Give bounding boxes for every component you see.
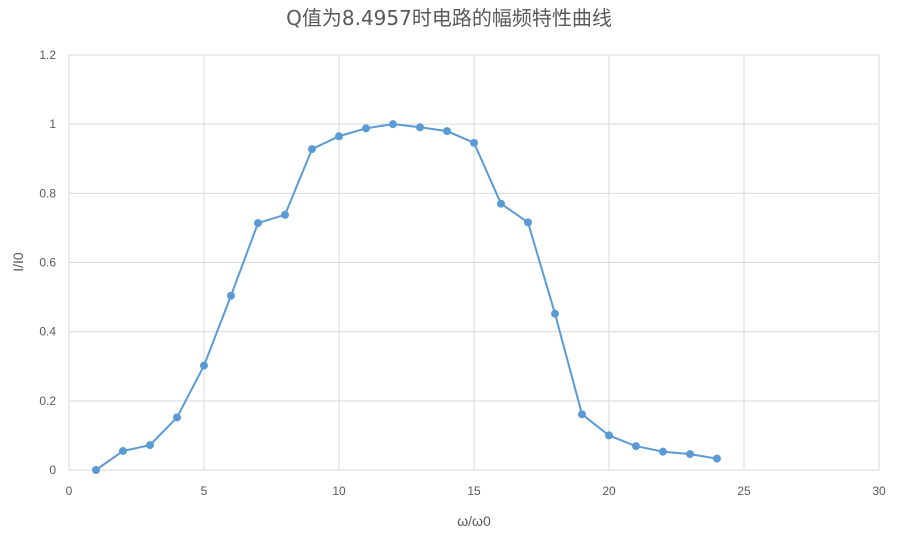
data-point-15 <box>497 200 505 208</box>
data-point-20 <box>632 442 640 450</box>
y-tick-labels: 0 0.2 0.4 0.6 0.8 1 1.2 <box>39 48 56 477</box>
gridlines <box>69 55 879 470</box>
chart-title: Q值为8.4957时电路的幅频特性曲线 <box>286 6 612 30</box>
data-point-22 <box>686 450 694 458</box>
data-point-7 <box>281 211 289 219</box>
y-tick-label-6: 1.2 <box>39 48 56 62</box>
data-point-0 <box>92 466 100 474</box>
data-point-19 <box>605 431 613 439</box>
data-point-5 <box>227 292 235 300</box>
data-point-10 <box>362 124 370 132</box>
x-tick-label-4: 20 <box>602 484 616 498</box>
x-tick-label-6: 30 <box>872 484 886 498</box>
x-tick-label-3: 15 <box>467 484 481 498</box>
x-tick-label-1: 5 <box>201 484 208 498</box>
x-tick-label-5: 25 <box>737 484 751 498</box>
data-point-12 <box>416 123 424 131</box>
y-tick-label-0: 0 <box>49 463 56 477</box>
data-point-2 <box>146 441 154 449</box>
x-tick-label-0: 0 <box>66 484 73 498</box>
data-point-18 <box>578 410 586 418</box>
data-point-21 <box>659 448 667 456</box>
data-point-8 <box>308 145 316 153</box>
y-tick-label-1: 0.2 <box>39 394 56 408</box>
data-series <box>92 120 721 474</box>
data-point-23 <box>713 455 721 463</box>
data-point-16 <box>524 218 532 226</box>
series-line-0 <box>96 124 717 470</box>
data-point-3 <box>173 413 181 421</box>
data-point-14 <box>470 139 478 147</box>
data-point-4 <box>200 362 208 370</box>
y-axis-label: I/I0 <box>10 252 26 272</box>
data-point-6 <box>254 219 262 227</box>
data-point-13 <box>443 127 451 135</box>
x-axis-label: ω/ω0 <box>457 513 491 529</box>
y-tick-label-5: 1 <box>49 117 56 131</box>
y-tick-label-3: 0.6 <box>39 256 56 270</box>
x-tick-label-2: 10 <box>332 484 346 498</box>
data-point-11 <box>389 120 397 128</box>
x-tick-labels: 0 5 10 15 20 25 30 <box>66 484 886 498</box>
data-point-1 <box>119 447 127 455</box>
y-tick-label-2: 0.4 <box>39 325 56 339</box>
data-point-9 <box>335 132 343 140</box>
data-point-17 <box>551 310 559 318</box>
y-tick-label-4: 0.8 <box>39 186 56 200</box>
